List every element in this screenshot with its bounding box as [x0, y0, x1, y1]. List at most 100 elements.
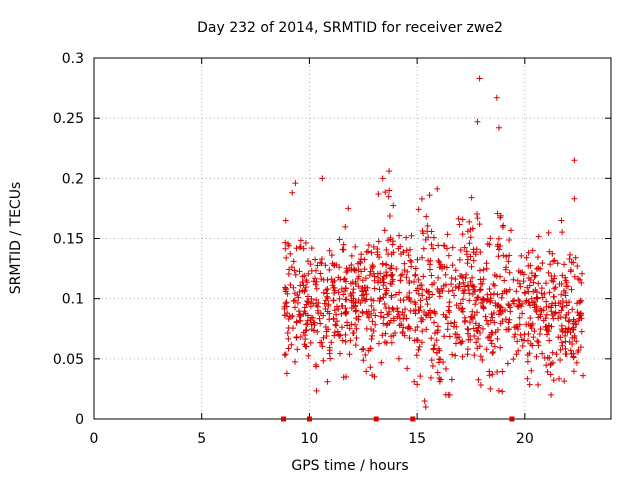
data-point [456, 256, 463, 263]
data-point [427, 314, 434, 321]
data-point [286, 313, 293, 320]
data-point [328, 252, 335, 259]
data-point [282, 312, 289, 319]
data-point [339, 246, 346, 253]
data-point [340, 291, 347, 298]
data-point [535, 233, 542, 240]
data-point [448, 275, 455, 282]
data-point [477, 249, 484, 256]
data-point [365, 248, 372, 255]
data-point [463, 271, 470, 278]
data-point [420, 245, 427, 252]
data-point [466, 218, 473, 225]
data-point [374, 251, 381, 258]
data-point [337, 276, 344, 283]
data-point [381, 227, 388, 234]
data-point [556, 309, 563, 316]
data-point [446, 333, 453, 340]
data-point [369, 372, 376, 379]
data-point [331, 262, 338, 269]
data-point [470, 283, 477, 290]
data-point [380, 314, 387, 321]
data-point [419, 254, 426, 261]
data-point [305, 293, 312, 300]
data-point [326, 350, 333, 357]
data-point [510, 356, 517, 363]
data-point [467, 278, 474, 285]
data-point [470, 325, 477, 332]
data-point [558, 326, 565, 333]
data-point [353, 307, 360, 314]
data-point [538, 290, 545, 297]
data-point [304, 298, 311, 305]
data-point [495, 124, 502, 131]
data-point [331, 307, 338, 314]
data-point [486, 286, 493, 293]
data-point [330, 297, 337, 304]
data-point [479, 357, 486, 364]
data-point [445, 307, 452, 314]
data-point [411, 378, 418, 385]
data-point [521, 337, 528, 344]
data-point [362, 297, 369, 304]
data-point [418, 282, 425, 289]
data-point [464, 346, 471, 353]
data-point [372, 312, 379, 319]
data-point [287, 282, 294, 289]
data-point [496, 273, 503, 280]
data-point [529, 247, 536, 254]
data-point [459, 274, 466, 281]
data-point [467, 234, 474, 241]
data-point [426, 288, 433, 295]
data-point [297, 333, 304, 340]
data-point [459, 353, 466, 360]
data-point [353, 334, 360, 341]
data-point [305, 299, 312, 306]
data-point [474, 294, 481, 301]
data-point [433, 349, 440, 356]
data-point [408, 232, 415, 239]
data-point [415, 290, 422, 297]
data-point [562, 351, 569, 358]
data-point [407, 298, 414, 305]
data-point [359, 308, 366, 315]
data-point [537, 326, 544, 333]
data-point [461, 314, 468, 321]
x-tick-label: 15 [408, 431, 426, 447]
data-point [491, 319, 498, 326]
data-point [350, 286, 357, 293]
data-point [360, 357, 367, 364]
data-point [528, 270, 535, 277]
data-point [532, 272, 539, 279]
data-point [543, 311, 550, 318]
data-point [283, 303, 290, 310]
data-point [292, 358, 299, 365]
data-point [445, 288, 452, 295]
data-point [549, 250, 556, 257]
data-point [524, 375, 531, 382]
data-point [458, 273, 465, 280]
y-tick-label: 0 [75, 412, 84, 428]
data-point [321, 300, 328, 307]
data-point [477, 382, 484, 389]
data-point [442, 391, 449, 398]
data-point [535, 339, 542, 346]
data-point [572, 321, 579, 328]
data-point [353, 325, 360, 332]
data-point [517, 303, 524, 310]
data-point [326, 310, 333, 317]
data-point [461, 244, 468, 251]
data-point [471, 352, 478, 359]
data-point [559, 342, 566, 349]
data-point [446, 303, 453, 310]
data-point [406, 277, 413, 284]
data-point [389, 305, 396, 312]
data-point [519, 343, 526, 350]
data-point [424, 222, 431, 229]
data-point [577, 344, 584, 351]
data-point [386, 168, 393, 175]
data-point [365, 242, 372, 249]
data-point [494, 291, 501, 298]
data-point [457, 300, 464, 307]
data-point [574, 263, 581, 270]
